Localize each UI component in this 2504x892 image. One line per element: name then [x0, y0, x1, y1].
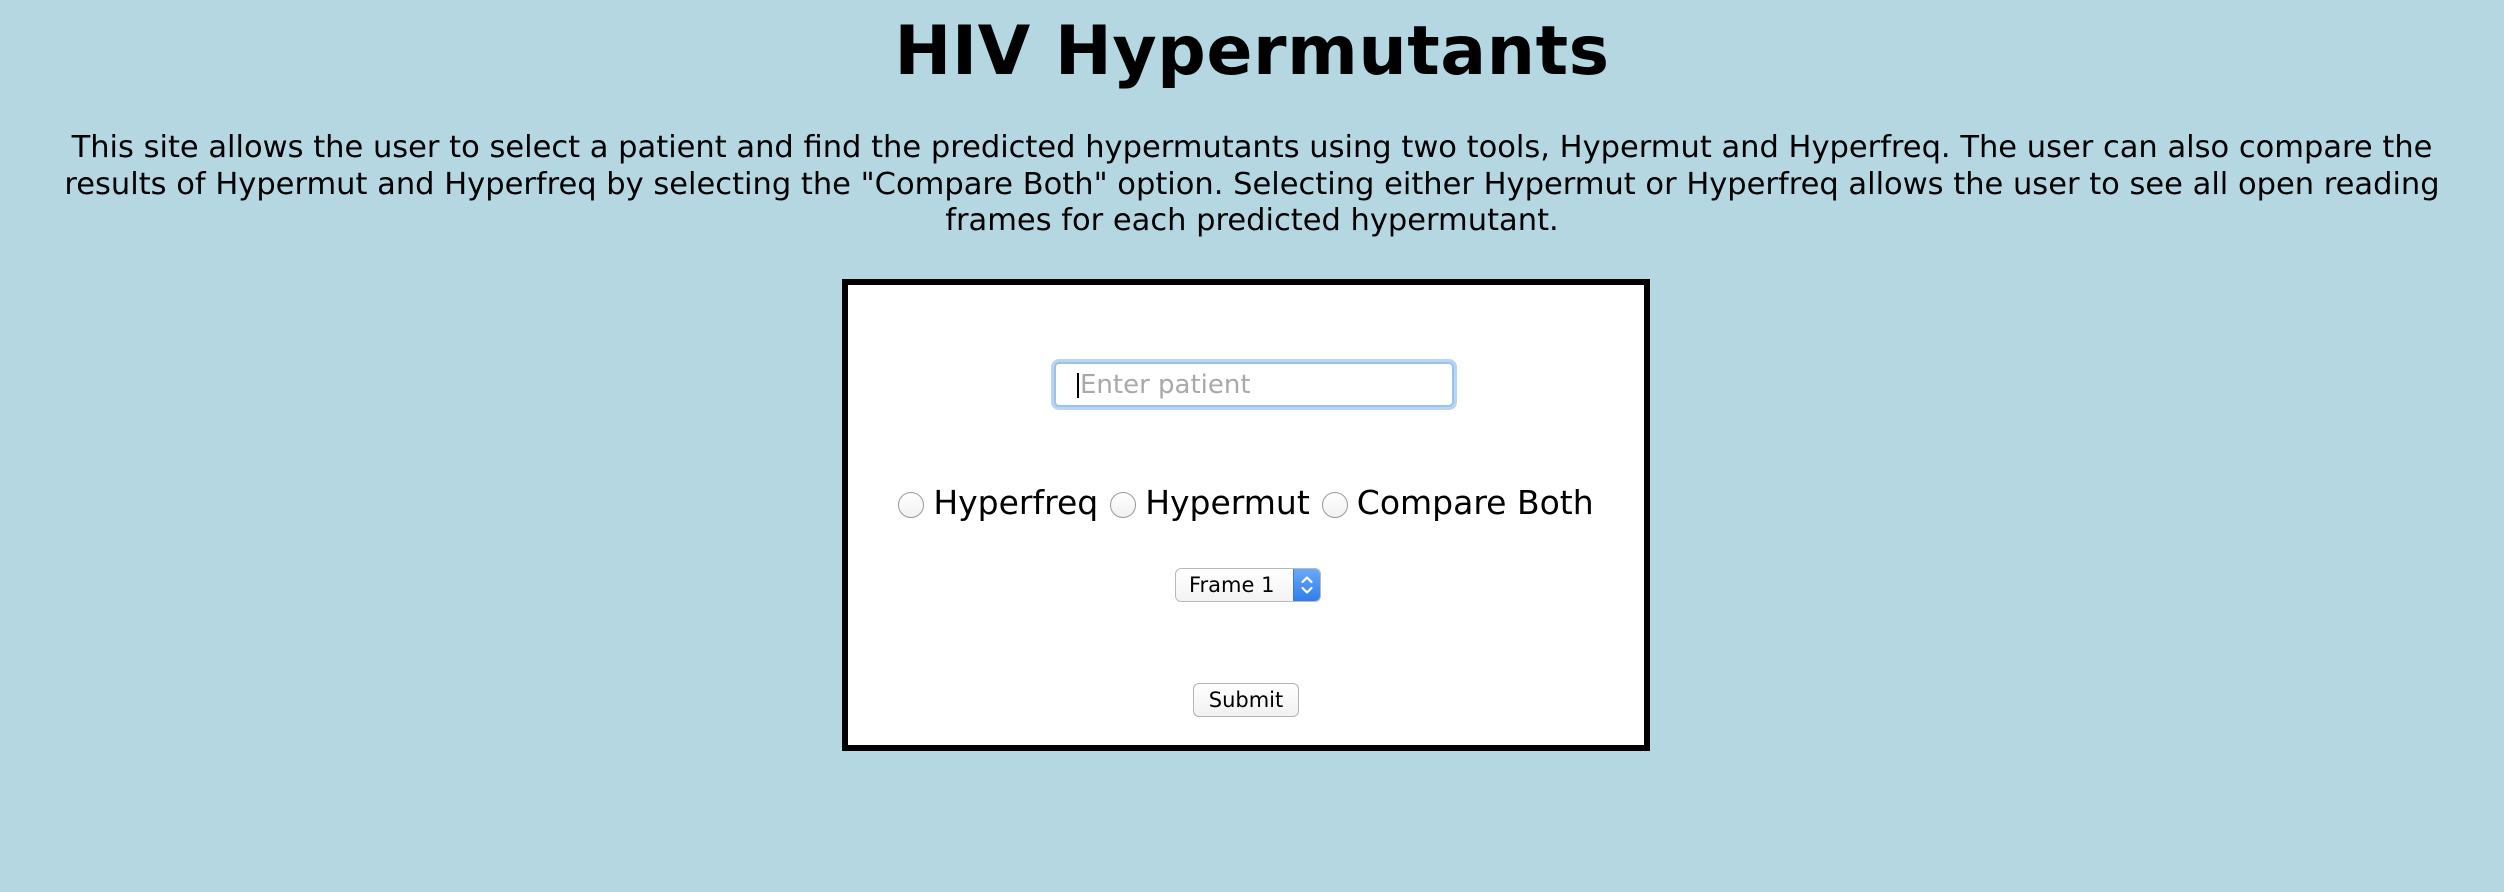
patient-form-card: Hyperfreq Hypermut Compare Both Frame 1 … — [842, 279, 1650, 751]
radio-option-hyperfreq[interactable]: Hyperfreq — [898, 483, 1098, 523]
radio-compare-both-label: Compare Both — [1356, 483, 1594, 522]
radio-hypermut[interactable] — [1110, 492, 1137, 518]
radio-option-hypermut[interactable]: Hypermut — [1110, 483, 1310, 523]
frame-select[interactable]: Frame 1 — [1175, 568, 1321, 602]
patient-input[interactable] — [1054, 362, 1454, 407]
intro-description: This site allows the user to select a pa… — [64, 130, 2440, 238]
radio-option-compare-both[interactable]: Compare Both — [1321, 483, 1594, 523]
radio-hyperfreq-label: Hyperfreq — [933, 483, 1099, 522]
frame-select-value: Frame 1 — [1189, 573, 1275, 597]
submit-button[interactable]: Submit — [1193, 683, 1299, 717]
page-title: HIV Hypermutants — [894, 12, 1610, 91]
radio-compare-both[interactable] — [1321, 492, 1348, 518]
chevron-up-down-icon — [1293, 569, 1320, 601]
radio-hyperfreq[interactable] — [898, 492, 925, 518]
radio-hypermut-label: Hypermut — [1145, 483, 1310, 522]
text-caret — [1077, 373, 1079, 398]
tool-radio-group: Hyperfreq Hypermut Compare Both — [848, 481, 1644, 525]
